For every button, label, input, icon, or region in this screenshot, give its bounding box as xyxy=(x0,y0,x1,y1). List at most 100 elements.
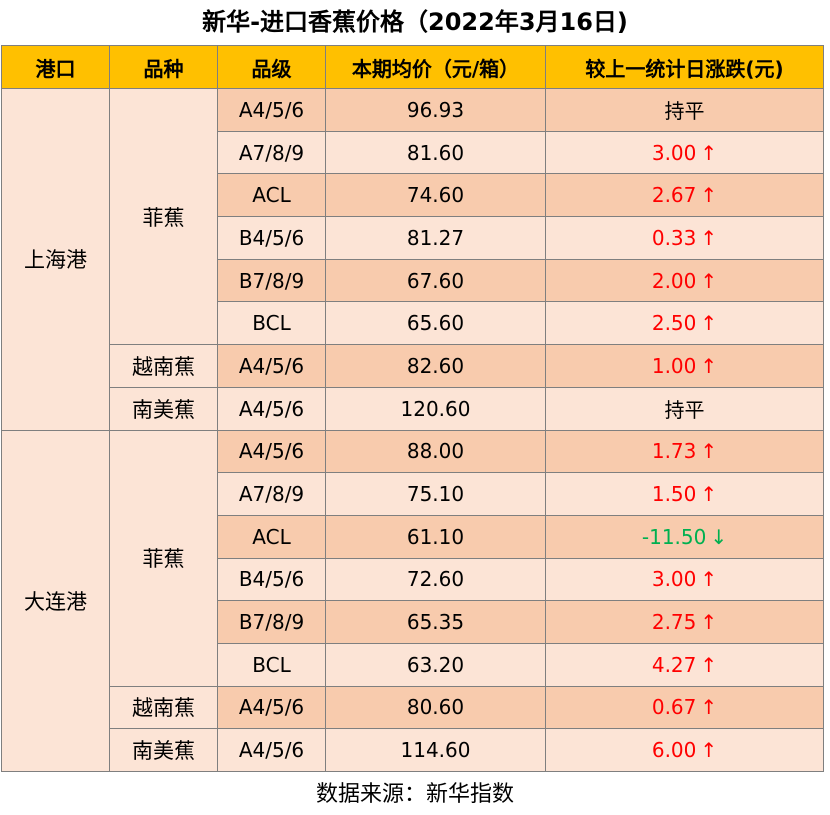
change-value: 2.00 xyxy=(651,268,697,293)
change-cell: 持平 xyxy=(545,386,824,431)
port-cell: 大连港 xyxy=(1,429,110,772)
variety-cell: 越南蕉 xyxy=(109,685,218,730)
arrow-up-icon: ↑ xyxy=(700,567,718,592)
arrow-up-icon: ↑ xyxy=(700,140,718,165)
port-cell: 上海港 xyxy=(1,88,110,431)
price-cell: 65.35 xyxy=(325,600,546,644)
header-change: 较上一统计日涨跌(元) xyxy=(545,45,824,89)
change-value: 0.33 xyxy=(651,225,697,250)
change-cell: 3.00 ↑ xyxy=(545,130,824,175)
table-row: BCL 63.20 4.27 ↑ xyxy=(2,642,824,687)
arrow-down-icon: ↓ xyxy=(710,524,728,549)
table-row: BCL 65.60 2.50 ↑ xyxy=(2,301,824,346)
page-title: 新华-进口香蕉价格（2022年3月16日) xyxy=(202,8,628,36)
arrow-up-icon: ↑ xyxy=(700,183,718,208)
change-cell: -11.50 ↓ xyxy=(545,514,824,559)
change-cell: 持平 xyxy=(545,88,824,132)
change-cell: 2.50 ↑ xyxy=(545,301,824,346)
variety-cell: 菲蕉 xyxy=(109,429,218,687)
change-cell: 1.50 ↑ xyxy=(545,472,824,516)
price-cell: 81.27 xyxy=(325,216,546,260)
price-cell: 82.60 xyxy=(325,344,546,388)
grade-cell: B7/8/9 xyxy=(217,258,326,303)
price-cell: 67.60 xyxy=(325,258,546,303)
price-table: 港口 品种 品级 本期均价（元/箱） 较上一统计日涨跌(元) 上海港 菲蕉 A4/5… xyxy=(1,45,824,772)
change-cell: 3.00 ↑ xyxy=(545,557,824,602)
change-value: 持平 xyxy=(664,99,705,124)
price-cell: 96.93 xyxy=(325,88,546,132)
table-row: 南美蕉 A4/5/6 114.60 6.00 ↑ xyxy=(2,728,824,772)
header-port: 港口 xyxy=(1,45,110,89)
table-row: A7/8/9 81.60 3.00 ↑ xyxy=(2,130,824,175)
arrow-up-icon: ↑ xyxy=(700,695,718,720)
change-value: 4.27 xyxy=(651,652,697,677)
table-row: 越南蕉 A4/5/6 82.60 1.00 ↑ xyxy=(2,344,824,388)
grade-cell: A4/5/6 xyxy=(217,728,326,772)
change-cell: 0.33 ↑ xyxy=(545,216,824,260)
price-cell: 114.60 xyxy=(325,728,546,772)
price-cell: 80.60 xyxy=(325,685,546,730)
change-value: 1.00 xyxy=(651,353,697,378)
price-cell: 88.00 xyxy=(325,429,546,474)
header-price: 本期均价（元/箱） xyxy=(325,45,546,89)
table-row: B7/8/9 67.60 2.00 ↑ xyxy=(2,258,824,303)
change-value: 1.73 xyxy=(651,439,697,464)
change-value: 2.75 xyxy=(651,610,697,635)
grade-cell: A4/5/6 xyxy=(217,386,326,431)
change-cell: 4.27 ↑ xyxy=(545,642,824,687)
table-row: B4/5/6 81.27 0.33 ↑ xyxy=(2,216,824,260)
change-cell: 2.75 ↑ xyxy=(545,600,824,644)
price-cell: 75.10 xyxy=(325,472,546,516)
arrow-up-icon: ↑ xyxy=(700,482,718,507)
header-grade: 品级 xyxy=(217,45,326,89)
grade-cell: B4/5/6 xyxy=(217,216,326,260)
grade-cell: B4/5/6 xyxy=(217,557,326,602)
change-value: 1.50 xyxy=(651,482,697,507)
change-value: -11.50 xyxy=(641,524,707,549)
arrow-up-icon: ↑ xyxy=(700,738,718,763)
change-value: 2.50 xyxy=(651,311,697,336)
table-row: B7/8/9 65.35 2.75 ↑ xyxy=(2,600,824,644)
change-value: 6.00 xyxy=(651,738,697,763)
grade-cell: A4/5/6 xyxy=(217,88,326,132)
price-cell: 81.60 xyxy=(325,130,546,175)
variety-cell: 菲蕉 xyxy=(109,87,218,346)
table-row: 上海港 菲蕉 A4/5/6 96.93 持平 xyxy=(1,87,824,431)
table-row: 大连港 菲蕉 A4/5/6 88.00 1.73 ↑ xyxy=(1,429,824,772)
change-cell: 1.73 ↑ xyxy=(545,429,824,474)
change-value: 持平 xyxy=(664,398,705,423)
arrow-up-icon: ↑ xyxy=(700,353,718,378)
grade-cell: A7/8/9 xyxy=(217,130,326,175)
grade-cell: BCL xyxy=(217,301,326,346)
price-cell: 72.60 xyxy=(325,557,546,602)
price-cell: 63.20 xyxy=(325,642,546,687)
table-row: 南美蕉 A4/5/6 120.60 持平 xyxy=(2,386,824,431)
grade-cell: A4/5/6 xyxy=(217,685,326,730)
variety-cell: 南美蕉 xyxy=(109,728,218,772)
grade-cell: ACL xyxy=(217,514,326,559)
change-value: 3.00 xyxy=(651,567,697,592)
variety-cell: 南美蕉 xyxy=(109,386,218,431)
change-cell: 2.00 ↑ xyxy=(545,258,824,303)
arrow-up-icon: ↑ xyxy=(700,268,718,293)
change-value: 2.67 xyxy=(651,183,697,208)
data-source-note: 数据来源：新华指数 xyxy=(315,782,514,807)
grade-cell: A7/8/9 xyxy=(217,472,326,516)
grade-cell: A4/5/6 xyxy=(217,429,326,474)
table-body: 上海港 菲蕉 A4/5/6 96.93 持平 A7/8/9 81.60 3.00 ↑ ACL 74.… xyxy=(1,87,824,772)
grade-cell: ACL xyxy=(217,173,326,218)
grade-cell: A4/5/6 xyxy=(217,344,326,388)
arrow-up-icon: ↑ xyxy=(700,610,718,635)
change-cell: 2.67 ↑ xyxy=(545,173,824,218)
change-cell: 0.67 ↑ xyxy=(545,685,824,730)
price-cell: 65.60 xyxy=(325,301,546,346)
variety-cell: 越南蕉 xyxy=(109,344,218,388)
table-row: 越南蕉 A4/5/6 80.60 0.67 ↑ xyxy=(2,685,824,730)
header-variety: 品种 xyxy=(109,45,218,89)
grade-cell: B7/8/9 xyxy=(217,600,326,644)
price-cell: 74.60 xyxy=(325,173,546,218)
grade-cell: BCL xyxy=(217,642,326,687)
change-cell: 1.00 ↑ xyxy=(545,344,824,388)
change-value: 3.00 xyxy=(651,140,697,165)
table-header-row: 港口 品种 品级 本期均价（元/箱） 较上一统计日涨跌(元) xyxy=(1,45,824,89)
